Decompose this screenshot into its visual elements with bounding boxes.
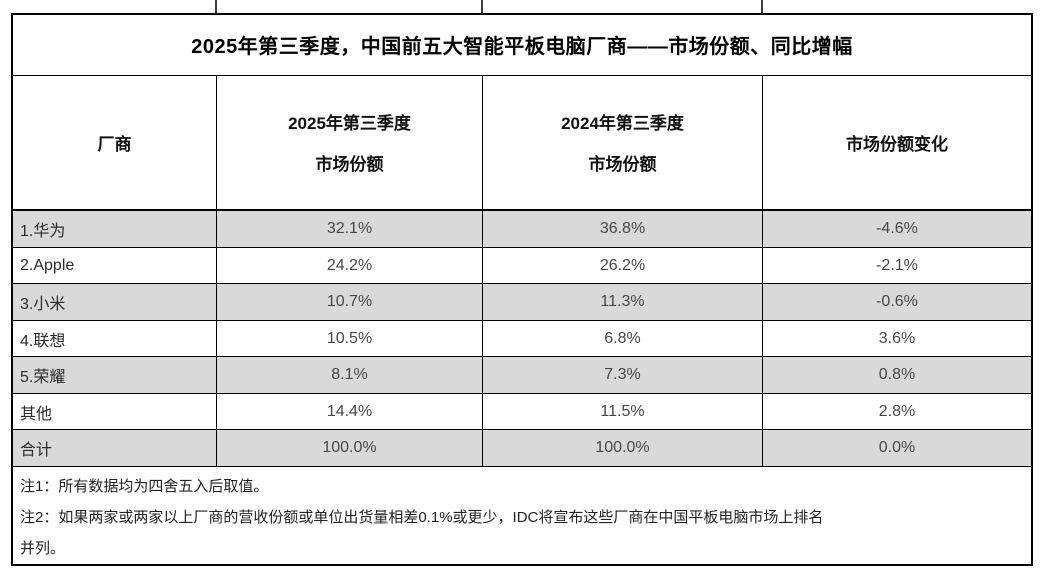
table-row-xiaomi: 3.小米 10.7% 11.3% -0.6% <box>13 284 1031 321</box>
footnote-2-continued: 并列。 <box>20 540 66 558</box>
vendor-cell: 3.小米 <box>13 284 217 320</box>
table-title: 2025年第三季度，中国前五大智能平板电脑厂商——市场份额、同比增幅 <box>13 15 1031 76</box>
footnote-1: 注1：所有数据均为四舍五入后取值。 <box>20 478 269 496</box>
vendor-cell: 其他 <box>13 393 217 430</box>
market-share-table: 2025年第三季度，中国前五大智能平板电脑厂商——市场份额、同比增幅 厂商 20… <box>11 13 1033 566</box>
column-border-tick <box>761 0 763 13</box>
share-2025-cell: 14.4% <box>217 393 483 430</box>
table-row-apple: 2.Apple 24.2% 26.2% -2.1% <box>13 247 1031 285</box>
vendor-cell: 4.联想 <box>13 320 217 357</box>
share-2024-cell: 100.0% <box>483 430 763 467</box>
share-change-cell: 0.8% <box>763 357 1031 393</box>
share-2025-cell: 100.0% <box>217 430 483 467</box>
header-share-2025-line2: 市场份额 <box>315 155 384 175</box>
table-row-huawei: 1.华为 32.1% 36.8% -4.6% <box>13 211 1031 248</box>
share-2024-cell: 26.2% <box>483 247 763 284</box>
header-share-2025-line1: 2025年第三季度 <box>288 114 411 134</box>
header-share-2024-line2: 市场份额 <box>588 155 657 175</box>
share-2024-cell: 7.3% <box>483 357 763 393</box>
share-change-cell: 2.8% <box>878 402 916 420</box>
header-share-change-label: 市场份额变化 <box>846 134 948 154</box>
share-change-cell: -0.6% <box>763 284 1031 320</box>
header-share-2025: 2025年第三季度 市场份额 <box>217 75 483 210</box>
share-change-cell: -2.1% <box>876 256 918 274</box>
column-border-tick <box>215 0 217 13</box>
header-vendor-label: 厂商 <box>97 134 132 154</box>
footnote-2: 注2：如果两家或两家以上厂商的营收份额或单位出货量相差0.1%或更少，IDC将宣… <box>20 509 824 527</box>
header-share-change: 市场份额变化 <box>763 76 1031 209</box>
share-change-cell: 0.0% <box>763 430 1031 467</box>
share-change-cell: 3.6% <box>878 329 916 347</box>
share-2025-cell: 32.1% <box>217 211 483 247</box>
vendor-cell: 2.Apple <box>13 247 217 284</box>
header-share-2024: 2024年第三季度 市场份额 <box>483 75 763 210</box>
table-row-honor: 5.荣耀 8.1% 7.3% 0.8% <box>13 357 1031 394</box>
column-border-tick <box>481 0 483 13</box>
vendor-cell: 合计 <box>13 430 217 467</box>
header-vendor: 厂商 <box>13 75 217 210</box>
header-share-2024-line1: 2024年第三季度 <box>561 114 684 134</box>
share-2024-cell: 11.5% <box>483 393 763 430</box>
share-change-cell: -4.6% <box>763 211 1031 247</box>
share-2024-cell: 36.8% <box>483 211 763 247</box>
table-header-row: 厂商 2025年第三季度 市场份额 2024年第三季度 市场份额 市场份额变化 <box>13 75 1031 212</box>
table-footnotes: 注1：所有数据均为四舍五入后取值。 注2：如果两家或两家以上厂商的营收份额或单位… <box>13 467 1031 565</box>
share-2025-cell: 8.1% <box>217 357 483 393</box>
share-2025-cell: 10.5% <box>217 320 483 357</box>
share-2025-cell: 24.2% <box>217 247 483 284</box>
table-row-others: 其他 14.4% 11.5% 2.8% <box>13 393 1031 431</box>
share-2025-cell: 10.7% <box>217 284 483 320</box>
vendor-cell: 1.华为 <box>13 211 217 247</box>
share-2024-cell: 11.3% <box>483 284 763 320</box>
share-2024-cell: 6.8% <box>483 320 763 357</box>
table-row-total: 合计 100.0% 100.0% 0.0% <box>13 430 1031 468</box>
table-row-lenovo: 4.联想 10.5% 6.8% 3.6% <box>13 320 1031 358</box>
vendor-cell: 5.荣耀 <box>13 357 217 393</box>
